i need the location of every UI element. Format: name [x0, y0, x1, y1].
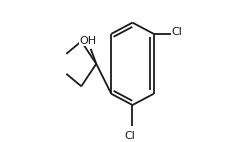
Text: Cl: Cl — [125, 131, 135, 141]
Text: OH: OH — [79, 36, 96, 46]
Text: Cl: Cl — [172, 27, 183, 37]
